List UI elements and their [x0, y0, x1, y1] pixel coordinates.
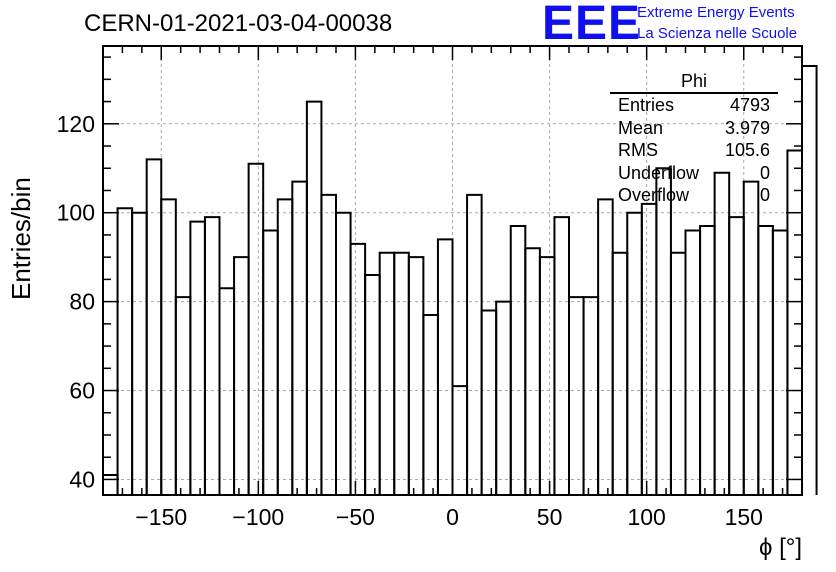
- stats-label: Overflow: [618, 185, 690, 205]
- stats-value: 0: [759, 185, 770, 205]
- histogram-bin: [771, 229, 789, 495]
- histogram-bin: [451, 385, 469, 495]
- histogram-bin: [480, 309, 498, 495]
- stats-value: 3.979: [724, 117, 770, 138]
- histogram-bin: [247, 162, 265, 495]
- histogram-bin: [640, 202, 658, 495]
- histogram-bin: [699, 225, 716, 495]
- stats-label: RMS: [618, 140, 658, 160]
- histogram-bin: [364, 273, 381, 495]
- histogram-bin: [174, 296, 192, 495]
- y-axis: 40 60 80 100 120: [57, 56, 802, 492]
- histogram-bin: [538, 256, 556, 495]
- histogram-bin: [291, 180, 308, 495]
- histogram-bin: [436, 238, 454, 495]
- histogram-bin: [742, 180, 760, 495]
- x-tick-label: −100: [232, 504, 284, 530]
- logo-line-2: La Scienza nelle Scuole: [637, 25, 798, 42]
- x-tick-label: 100: [627, 504, 665, 530]
- histogram-bin: [524, 247, 541, 495]
- y-axis-label: Entries/bin: [6, 177, 36, 300]
- stats-row-rms: RMS 105.6: [610, 139, 778, 162]
- histogram-bin: [655, 167, 672, 495]
- histogram-bin: [276, 198, 294, 495]
- histogram-bin: [335, 211, 352, 495]
- histogram-bin: [320, 193, 337, 495]
- stats-label: Mean: [618, 117, 664, 138]
- histogram-bin: [684, 229, 702, 495]
- histogram-bin: [378, 251, 396, 495]
- stats-label: Underflow: [618, 162, 700, 183]
- stats-row-mean: Mean 3.979: [610, 117, 778, 140]
- stats-value: 0: [759, 162, 770, 183]
- histogram-bin: [669, 251, 687, 495]
- histogram-bin: [495, 300, 512, 495]
- y-tick-label: 120: [57, 111, 95, 137]
- histogram-bin: [611, 251, 629, 495]
- histogram-bin: [160, 198, 177, 495]
- y-tick-label: 80: [69, 289, 95, 315]
- histogram-bin: [786, 149, 803, 495]
- histogram-bin: [189, 220, 206, 495]
- y-tick-label: 100: [57, 200, 95, 226]
- stats-label: Entries: [618, 95, 675, 115]
- histogram-bin: [728, 216, 745, 495]
- x-axis: −150 −100 −50 0 50 100 150: [102, 46, 803, 530]
- x-tick-label: −50: [336, 504, 375, 530]
- stats-value: 4793: [729, 95, 770, 115]
- chart-title: CERN-01-2021-03-04-00038: [84, 10, 393, 37]
- histogram-bin: [393, 251, 410, 495]
- y-tick-label: 40: [69, 466, 95, 492]
- histogram-bin: [203, 216, 221, 495]
- stats-row-entries: Entries 4793: [610, 94, 778, 117]
- histogram-bin: [407, 256, 425, 495]
- histogram-bin: [568, 296, 585, 495]
- stats-box: Phi Entries 4793 Mean 3.979 RMS 105.6 Un…: [610, 70, 778, 207]
- stats-value: 105.6: [724, 140, 770, 160]
- stats-title: Phi: [610, 70, 778, 94]
- logo-line-1: Extreme Energy Events: [637, 4, 795, 21]
- y-tick-label: 60: [69, 378, 95, 404]
- histogram-bin: [757, 225, 774, 495]
- histogram-bin: [116, 207, 134, 495]
- stats-row-overflow: Overflow 0: [610, 184, 778, 207]
- x-tick-label: 150: [725, 504, 763, 530]
- histogram-bin: [553, 216, 570, 495]
- x-tick-label: −150: [135, 504, 187, 530]
- histogram-bin: [597, 198, 614, 495]
- x-axis-label: ϕ [°]: [758, 534, 802, 561]
- histogram-bin: [509, 225, 527, 495]
- histogram-bin: [466, 193, 483, 495]
- eee-logo: EEE: [542, 0, 642, 50]
- histogram-bin: [218, 287, 236, 495]
- histogram-bin: [305, 100, 323, 495]
- histogram-bin: [713, 171, 731, 495]
- histogram-bin: [801, 65, 818, 495]
- histogram-bin: [349, 242, 367, 495]
- histogram-bin: [102, 473, 119, 495]
- histogram-bin: [626, 211, 643, 495]
- histogram-bin: [131, 211, 148, 495]
- stats-row-underflow: Underflow 0: [610, 162, 778, 185]
- histogram-bin: [233, 256, 250, 495]
- histogram-bin: [262, 229, 279, 495]
- x-tick-label: 0: [446, 504, 459, 530]
- histogram-bin: [422, 313, 439, 495]
- histogram-bin: [145, 158, 163, 495]
- x-tick-label: 50: [537, 504, 563, 530]
- histogram-bin: [582, 296, 600, 495]
